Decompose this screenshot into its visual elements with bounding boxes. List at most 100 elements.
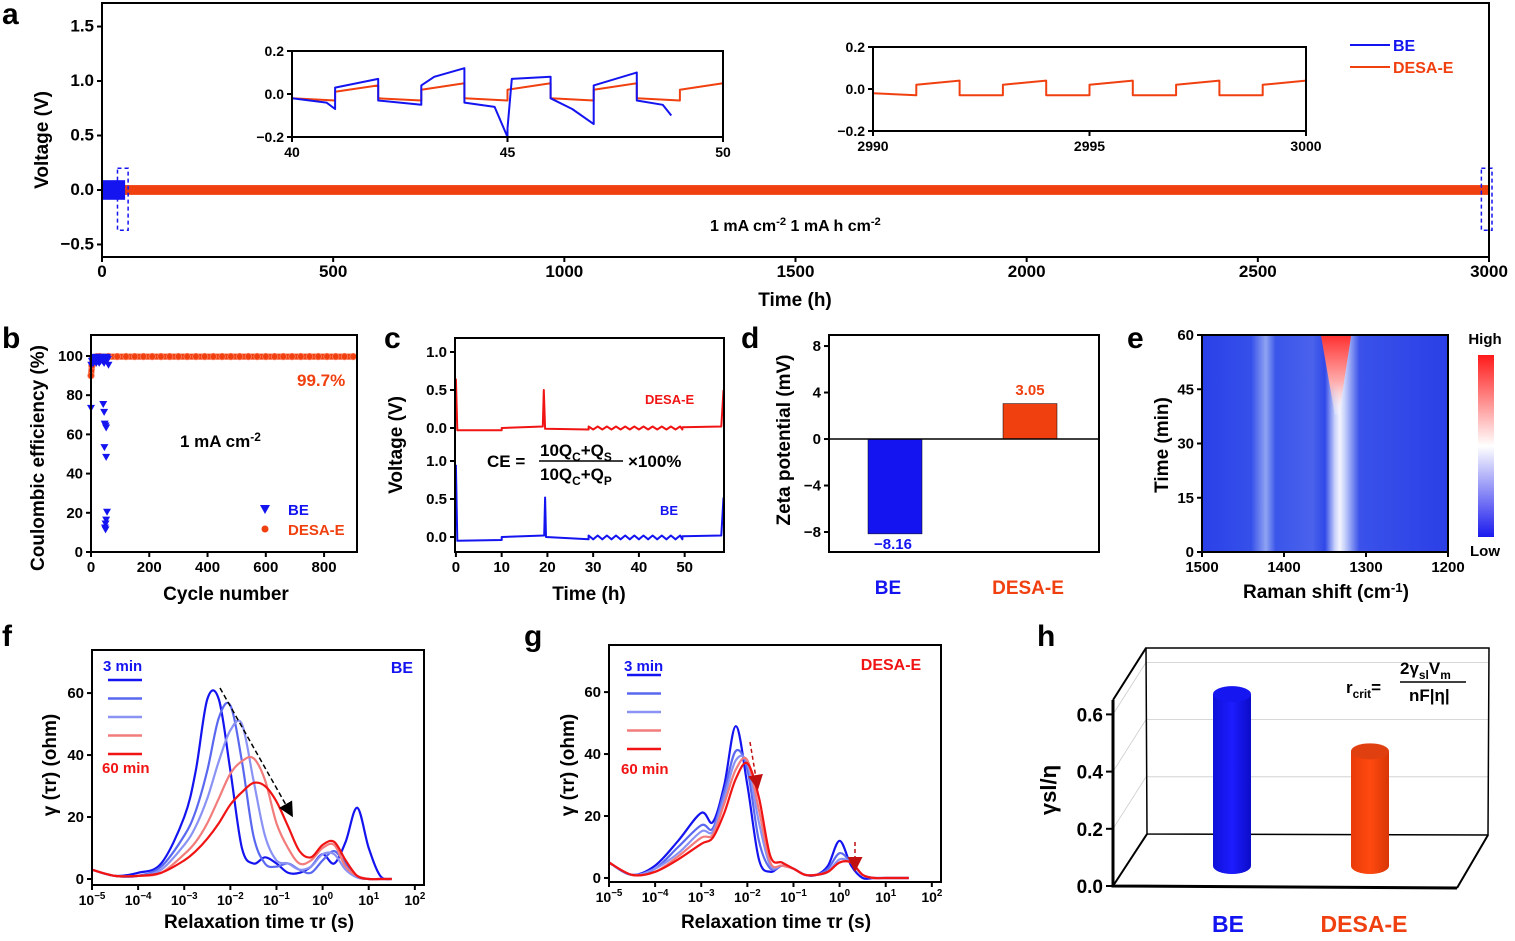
f-ytick-label: 20 <box>67 809 84 826</box>
gridline <box>1112 662 1147 715</box>
c-plot-frame <box>454 337 725 553</box>
d-category-be: BE <box>875 578 901 599</box>
trace-be <box>454 464 725 542</box>
data-point-be <box>104 361 113 369</box>
data-point-desa-e <box>209 352 218 361</box>
d-value-desa-e: 3.05 <box>1015 382 1044 399</box>
b-xtick-label: 600 <box>253 559 278 576</box>
trend-arrow <box>748 741 763 790</box>
data-point-desa-e <box>192 352 200 361</box>
f-xtick-label: 100 <box>312 891 334 908</box>
inset-xtick-label: 2990 <box>857 138 888 154</box>
g-xtick-label: 10−4 <box>642 888 669 905</box>
b-ytick-label: 40 <box>66 466 83 483</box>
legend-marker-be <box>260 505 270 514</box>
d-ytick-label: −8 <box>804 524 821 541</box>
b-xtick-label: 400 <box>195 559 220 576</box>
a-xtick-label: 1000 <box>545 262 583 281</box>
drt-curve <box>91 689 393 881</box>
a-xlabel: Time (h) <box>758 290 832 311</box>
a-annotation: 1 mA cm-2 1 mA h cm-2 <box>710 216 881 235</box>
f-xlabel: Relaxation time τr (s) <box>164 912 354 933</box>
data-point-desa-e <box>323 352 331 361</box>
e-ytick-label: 30 <box>1177 436 1194 453</box>
zoom-region-box <box>1480 167 1493 232</box>
data-point-desa-e <box>253 352 261 361</box>
trace-desa-e <box>454 378 725 432</box>
b-xtick-label: 0 <box>87 559 95 576</box>
data-point-be <box>100 444 109 452</box>
panel-label-h: h <box>1037 620 1055 653</box>
f-xtick-label: 10−1 <box>263 891 290 908</box>
inset-xtick-label: 3000 <box>1290 138 1321 154</box>
inset-xtick-label: 40 <box>284 144 300 160</box>
b-plot-frame <box>90 334 358 553</box>
b-xlabel: Cycle number <box>163 584 289 605</box>
b-xtick-label: 800 <box>312 559 337 576</box>
c-xtick-label: 0 <box>452 559 460 576</box>
data-point-be <box>100 408 109 416</box>
f-ytick-label: 40 <box>67 747 84 764</box>
panel-label-e: e <box>1127 322 1144 355</box>
d-plot-frame <box>828 334 1100 553</box>
f-xtick-label: 101 <box>358 891 380 908</box>
a-ylabel: Voltage (V) <box>32 91 53 189</box>
data-point-desa-e <box>183 352 191 361</box>
inset-ytick-label: 0.0 <box>265 86 285 102</box>
f-xtick-label: 10−4 <box>125 891 152 908</box>
drt-curve <box>608 761 909 880</box>
colorbar <box>1478 355 1494 537</box>
g-plot-frame <box>608 644 942 883</box>
e-ytick-label: 0 <box>1186 544 1194 561</box>
d-ylabel: Zeta potential (mV) <box>774 354 795 525</box>
data-point-desa-e <box>122 352 130 361</box>
chart-layer: 0 500 1000 1500 2000 2500 3000−0.50.00.51.01.5… <box>58 2 1508 908</box>
d-ytick-label: −4 <box>804 478 822 495</box>
drt-curve <box>91 781 392 881</box>
data-point-desa-e <box>139 352 148 361</box>
g-legend-first: 3 min <box>624 658 663 675</box>
c-bottom-ytick-label: 0.5 <box>426 491 447 508</box>
data-point-desa-e <box>340 352 349 361</box>
cylinder-top <box>1213 686 1251 703</box>
data-point-desa-e <box>235 352 244 361</box>
f-ytick-label: 0 <box>76 871 84 888</box>
e-xtick-label: 1400 <box>1267 559 1300 576</box>
panel-label-f: f <box>2 620 13 653</box>
d-ytick-label: 8 <box>813 338 821 355</box>
ce-formula-denominator: 10QC+QP <box>540 465 612 488</box>
inset-ytick-label: 0.2 <box>265 43 285 59</box>
data-point-desa-e <box>157 352 165 361</box>
panel-label-c: c <box>384 322 401 355</box>
g-ytick-label: 0 <box>593 870 601 887</box>
data-point-desa-e <box>270 352 279 361</box>
a-xtick-label: 2000 <box>1008 262 1046 281</box>
data-point-desa-e <box>288 352 296 361</box>
c-bottom-ytick-label: 1.0 <box>426 453 447 470</box>
a-ytick-label: 0.5 <box>70 126 94 145</box>
gridline <box>1112 719 1147 772</box>
f-plot-frame <box>91 649 425 886</box>
data-point-desa-e <box>279 352 287 361</box>
colorbar-low: Low <box>1470 543 1500 560</box>
c-xtick-label: 50 <box>676 559 693 576</box>
rcrit-formula: rcrit= 2γslVm nF|η| <box>1346 659 1466 705</box>
d-category-desa-e: DESA-E <box>992 578 1064 599</box>
data-point-be <box>101 520 110 528</box>
data-point-be <box>102 453 111 461</box>
c-xtick-label: 30 <box>585 559 602 576</box>
g-xtick-label: 10−3 <box>688 888 715 905</box>
e-ytick-label: 45 <box>1177 381 1194 398</box>
a-ytick-label: 0.0 <box>70 180 94 199</box>
inset-ytick-label: 0.0 <box>846 81 866 97</box>
h-ytick-label: 0.0 <box>1077 877 1103 898</box>
b-ytick-label: 20 <box>66 505 83 522</box>
a-ytick-label: 1.0 <box>70 71 94 90</box>
f-ytick-label: 60 <box>67 685 84 702</box>
data-point-be <box>102 516 111 524</box>
a-xtick-label: 2500 <box>1239 262 1277 281</box>
e-xlabel: Raman shift (cm-1) <box>1243 580 1409 603</box>
f-legend-last: 60 min <box>102 760 150 777</box>
g-xtick-label: 10−1 <box>780 888 807 905</box>
g-ylabel: γ (τr) (ohm) <box>558 714 579 816</box>
